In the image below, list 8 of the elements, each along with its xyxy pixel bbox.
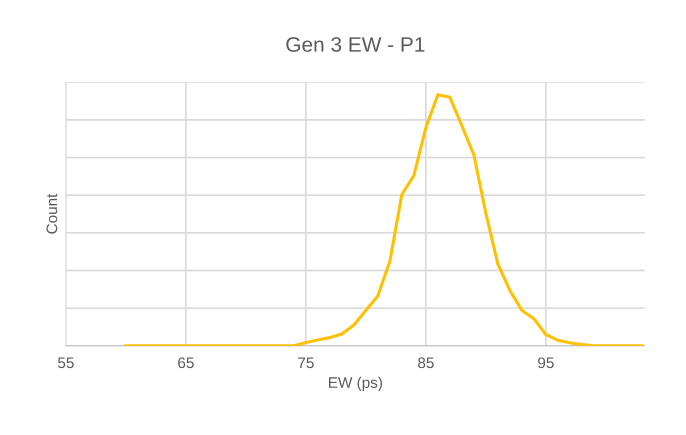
x-tick-label: 55 — [58, 357, 74, 368]
x-tick-label: 75 — [298, 357, 314, 368]
chart-title: Gen 3 EW - P1 — [286, 37, 424, 52]
x-axis-title: EW (ps) — [329, 376, 382, 391]
x-tick-label: 65 — [178, 357, 194, 368]
x-tick-label: 95 — [538, 357, 554, 368]
x-tick-label: 85 — [418, 357, 434, 368]
y-axis-title: Count — [46, 194, 58, 234]
